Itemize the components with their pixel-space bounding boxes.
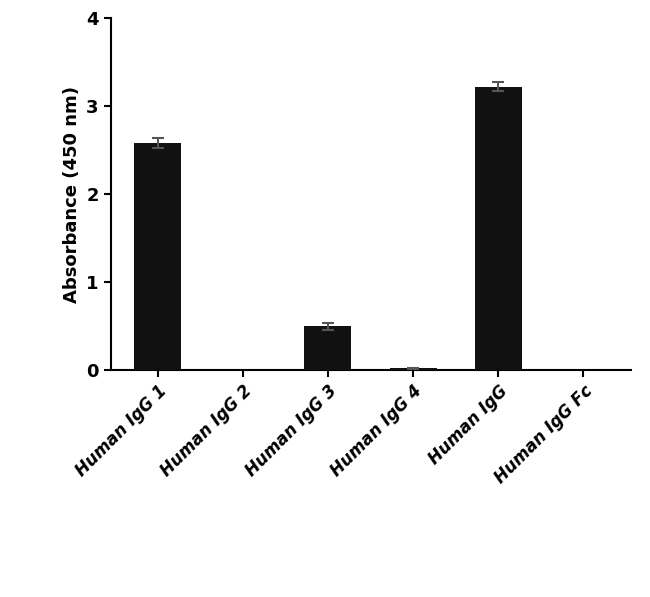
Bar (304, 326, 352, 370)
Bar (134, 143, 181, 370)
Bar (475, 87, 522, 370)
Bar (389, 368, 437, 370)
Y-axis label: Absorbance (450 nm): Absorbance (450 nm) (62, 85, 81, 303)
